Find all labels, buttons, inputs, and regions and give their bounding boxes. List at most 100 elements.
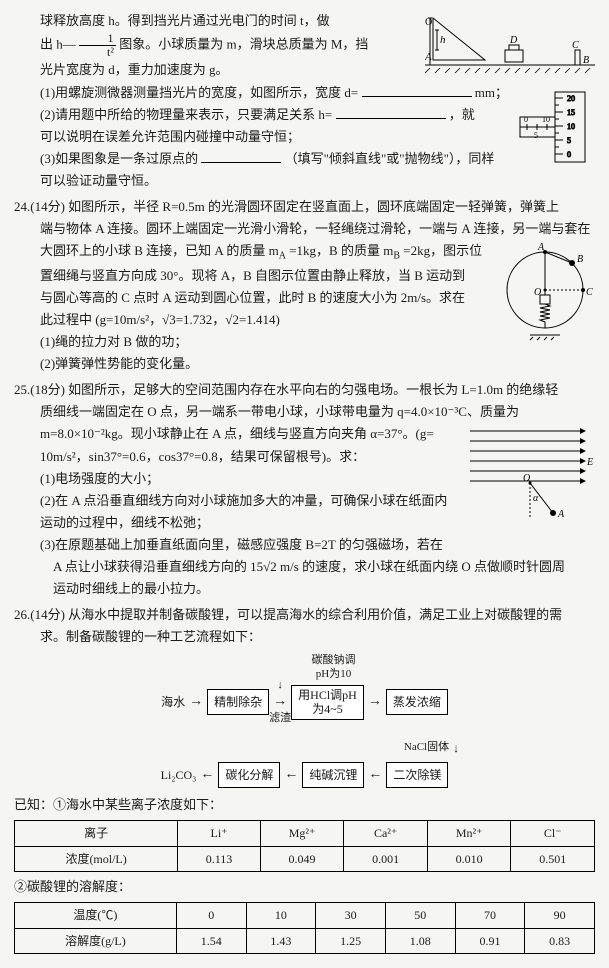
- q26-l1: 从海水中提取并制备碳酸锂，可以提高海水的综合利用价值，满足工业上对碳酸锂的需: [68, 607, 562, 622]
- field-pendulum-diagram: E O A α: [465, 423, 595, 523]
- svg-text:O: O: [425, 17, 432, 28]
- question-23: O h A D C B: [14, 10, 595, 192]
- q26-known1: 已知：①海水中某些离子浓度如下：: [14, 794, 595, 816]
- svg-text:10: 10: [567, 122, 575, 131]
- q23-fig-incline: O h A D C B: [425, 10, 595, 80]
- svg-text:0: 0: [567, 150, 571, 159]
- table-row: 溶解度(g/L) 1.54 1.43 1.25 1.08 0.91 0.83: [15, 928, 595, 953]
- svg-text:A: A: [557, 509, 565, 520]
- svg-text:C: C: [572, 40, 579, 51]
- cell: Mg²⁺: [260, 821, 344, 846]
- q26-num: 26.(14分): [14, 607, 65, 622]
- circle-spring-diagram: A B C O: [500, 240, 595, 350]
- blank-h[interactable]: [336, 106, 446, 119]
- cell: 0.501: [511, 846, 595, 871]
- q26-table-solubility: 温度(℃) 0 10 30 50 70 90 溶解度(g/L) 1.54 1.4…: [14, 902, 595, 954]
- svg-text:α: α: [533, 493, 539, 504]
- cell: 90: [525, 903, 595, 928]
- cell: 离子: [15, 821, 178, 846]
- svg-text:B: B: [577, 254, 583, 265]
- svg-text:10: 10: [542, 115, 550, 124]
- flow-b3: 蒸发浓缩: [386, 689, 448, 715]
- arrow-down-icon: ↓: [453, 738, 459, 758]
- q26-l2: 求。制备碳酸锂的一种工艺流程如下：: [14, 626, 595, 648]
- q26-table-ions: 离子 Li⁺ Mg²⁺ Ca²⁺ Mn²⁺ Cl⁻ 浓度(mol/L) 0.11…: [14, 820, 595, 872]
- q23-p2a: (2)请用题中所给的物理量来表示，只要满足关系 h=: [40, 107, 332, 122]
- q23-fig-micrometer: 0 5 10 20 15 10 5 0: [515, 82, 595, 172]
- arrow-icon: ←: [368, 763, 382, 787]
- q23-p3: (3)如果图象是一条过原点的 （填写"倾斜直线"或"抛物线"），同样: [14, 148, 595, 170]
- q24-num: 24.(14分): [14, 199, 65, 214]
- q25-line1: 25.(18分) 如图所示，足够大的空间范围内存在水平向右的匀强电场。一根长为 …: [14, 379, 595, 401]
- q25-fig: E O A α: [465, 423, 595, 523]
- q26-known2: ②碳酸锂的溶解度：: [14, 876, 595, 898]
- cell: Ca²⁺: [344, 821, 428, 846]
- svg-text:A: A: [425, 51, 432, 63]
- cell: 1.54: [176, 928, 246, 953]
- flow-b1: 精制除杂: [207, 689, 269, 715]
- q26-flowchart: 海水 → 碳酸钠调 pH为10 海水 → 精制除杂 →↓滤渣 用HCl调pH 为…: [14, 654, 595, 788]
- q24-line1: 24.(14分) 如图所示，半径 R=0.5m 的光滑圆环固定在竖直面上，圆环底…: [14, 196, 595, 218]
- svg-text:5: 5: [534, 131, 538, 140]
- flow-top-label: 碳酸钠调 pH为10: [312, 654, 356, 680]
- q23-p1: (1)用螺旋测微器测量挡光片的宽度，如图所示，宽度 d= mm；: [14, 82, 595, 104]
- svg-text:5: 5: [567, 136, 571, 145]
- q24-l1: 如图所示，半径 R=0.5m 的光滑圆环固定在竖直面上，圆环底端固定一轻弹簧，弹…: [68, 199, 559, 214]
- cell: 1.43: [246, 928, 316, 953]
- cell: Li⁺: [178, 821, 261, 846]
- question-24: 24.(14分) 如图所示，半径 R=0.5m 的光滑圆环固定在竖直面上，圆环底…: [14, 196, 595, 375]
- question-25: 25.(18分) 如图所示，足够大的空间范围内存在水平向右的匀强电场。一根长为 …: [14, 379, 595, 600]
- flow-b4: 碳化分解: [218, 762, 280, 788]
- svg-text:D: D: [509, 35, 518, 46]
- q25-p3b: A 点让小球获得沿垂直细线方向的 15√2 m/s 的速度，求小球在纸面内绕 O…: [14, 556, 595, 578]
- arrow-icon: ←: [200, 763, 214, 787]
- micrometer-diagram: 0 5 10 20 15 10 5 0: [515, 82, 595, 172]
- cell: 0.113: [178, 846, 261, 871]
- svg-text:20: 20: [567, 94, 575, 103]
- q23-frac: 1t²: [79, 32, 116, 59]
- q24-l3b: =1kg，B 的质量 m: [289, 243, 393, 258]
- svg-text:15: 15: [567, 108, 575, 117]
- cell: 30: [316, 903, 386, 928]
- q23-p3c: 可以验证动量守恒。: [14, 170, 595, 192]
- q23-p1a: (1)用螺旋测微器测量挡光片的宽度，如图所示，宽度 d=: [40, 85, 358, 100]
- q23-intro-2a: 出 h—: [40, 37, 76, 52]
- cell: 1.25: [316, 928, 386, 953]
- q25-l2: 质细线一端固定在 O 点，另一端系一带电小球，小球带电量为 q=4.0×10⁻³…: [14, 401, 595, 423]
- incline-diagram: O h A D C B: [425, 10, 595, 80]
- q23-p2b: ，就: [449, 107, 475, 122]
- q23-p2c: 可以说明在误差允许范围内碰撞中动量守恒；: [14, 126, 595, 148]
- blank-shape[interactable]: [201, 150, 281, 163]
- blank-d[interactable]: [362, 84, 472, 97]
- flow-seawater: 海水: [161, 692, 185, 712]
- q24-l3a: 大圆环上的小球 B 连接，已知 A 的质量 m: [40, 243, 279, 258]
- cell: 温度(℃): [15, 903, 177, 928]
- table-row: 温度(℃) 0 10 30 50 70 90: [15, 903, 595, 928]
- flow-li2co3: Li₂CO₃: [161, 765, 197, 785]
- arrow-icon: →↓滤渣: [273, 690, 287, 714]
- cell: 0.049: [260, 846, 344, 871]
- flow-nacl: NaCl固体: [404, 738, 449, 757]
- cell: 1.08: [385, 928, 455, 953]
- q23-p1b: mm；: [475, 85, 508, 100]
- q23-p3b: （填写"倾斜直线"或"抛物线"），同样: [285, 151, 495, 166]
- cell: 浓度(mol/L): [15, 846, 178, 871]
- flow-b6: 二次除镁: [386, 762, 448, 788]
- svg-text:O: O: [523, 473, 530, 484]
- cell: 50: [385, 903, 455, 928]
- cell: Cl⁻: [511, 821, 595, 846]
- q25-l1: 如图所示，足够大的空间范围内存在水平向右的匀强电场。一根长为 L=1.0m 的绝…: [68, 382, 558, 397]
- q24-l2: 端与物体 A 连接。圆环上端固定一光滑小滑轮，一轻绳绕过滑轮，一端与 A 连接，…: [14, 218, 595, 240]
- svg-text:E: E: [586, 457, 593, 468]
- cell: 70: [455, 903, 525, 928]
- svg-text:B: B: [583, 55, 589, 66]
- q23-p2: (2)请用题中所给的物理量来表示，只要满足关系 h= ，就: [14, 104, 595, 126]
- flow-b5: 纯碱沉锂: [302, 762, 364, 788]
- arrow-icon: ←: [284, 763, 298, 787]
- cell: 0: [176, 903, 246, 928]
- cell: 0.91: [455, 928, 525, 953]
- q25-p3a: (3)在原题基础上加垂直纸面向里，磁感应强度 B=2T 的匀强磁场，若在: [14, 534, 595, 556]
- cell: Mn²⁺: [427, 821, 511, 846]
- cell: 0.83: [525, 928, 595, 953]
- q24-p2: (2)弹簧弹性势能的变化量。: [14, 353, 595, 375]
